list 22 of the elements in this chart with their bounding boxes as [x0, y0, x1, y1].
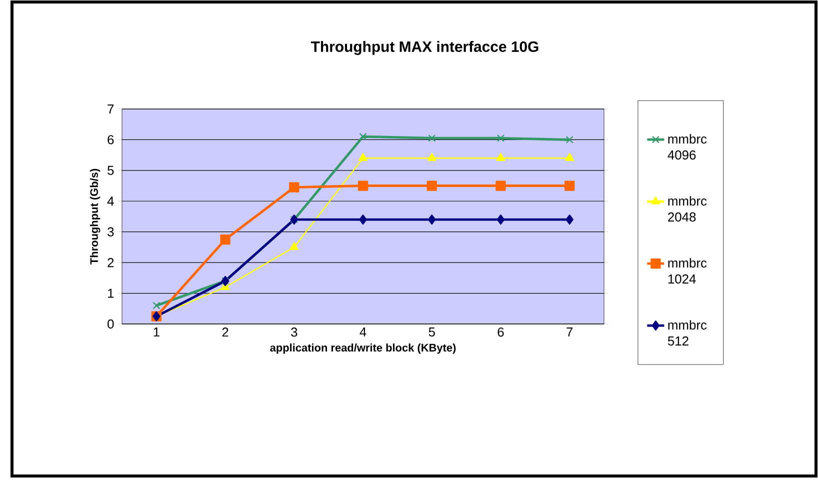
chart-title: Throughput MAX interfacce 10G — [311, 40, 538, 55]
y-tick-label: 4 — [107, 196, 114, 206]
x-tick-label: 2 — [222, 328, 228, 337]
legend-label: mmbrc 512 — [668, 320, 707, 346]
y-tick-label: 2 — [108, 258, 114, 268]
legend-label: mmbrc 1024 — [668, 258, 707, 284]
x-axis-title: application read/write block (KByte) — [270, 344, 456, 354]
y-tick-label: 7 — [108, 104, 114, 114]
legend-label: mmbrc 4096 — [668, 134, 707, 160]
y-tick-label: 5 — [108, 166, 114, 175]
x-tick-label: 3 — [291, 328, 298, 337]
x-tick-label: 1 — [154, 328, 160, 336]
y-tick-label: 3 — [108, 227, 114, 236]
x-tick-label: 4 — [360, 328, 366, 336]
x-tick-label: 6 — [498, 328, 504, 337]
y-tick-label: 1 — [108, 288, 114, 298]
x-tick-label: 5 — [428, 328, 435, 337]
y-axis-title: Throughput (Gb/s) — [90, 168, 100, 264]
y-tick-label: 0 — [108, 319, 114, 329]
legend-label: mmbrc 2048 — [668, 196, 707, 222]
y-tick-label: 6 — [108, 135, 114, 144]
x-tick-label: 7 — [566, 328, 573, 336]
